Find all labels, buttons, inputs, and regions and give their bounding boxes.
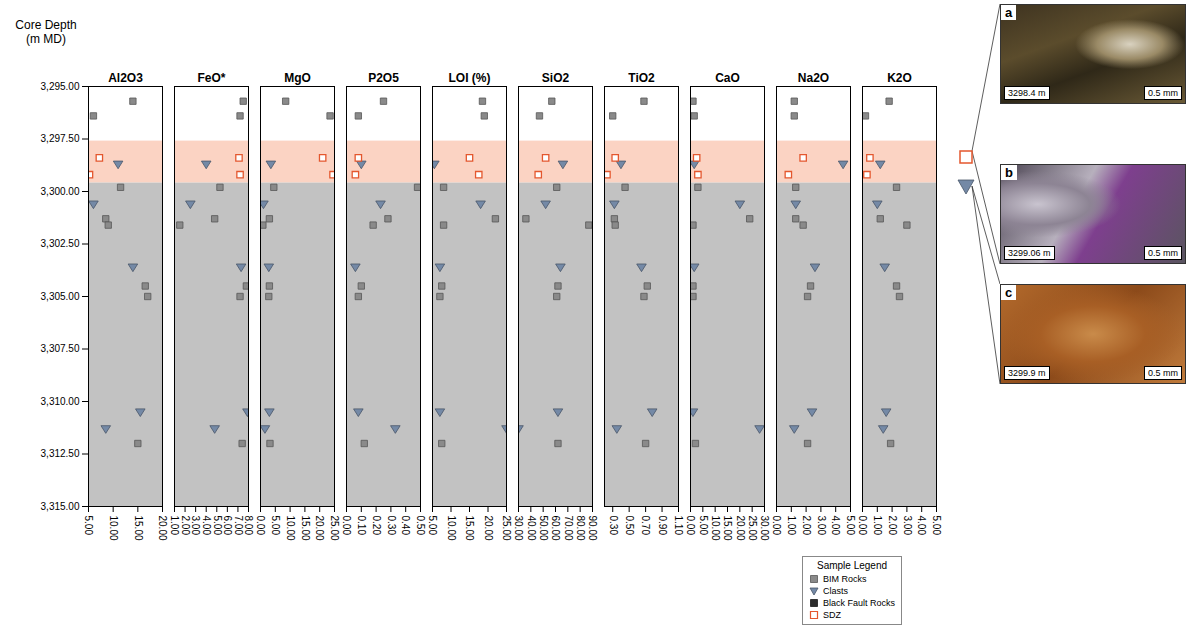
html-text:c: c [1005, 285, 1013, 300]
svg-text:K2O: K2O [887, 71, 912, 85]
svg-text:5.00: 5.00 [427, 516, 438, 536]
svg-text:20.00: 20.00 [483, 516, 494, 541]
svg-text:60.00: 60.00 [550, 516, 561, 541]
svg-text:0.20: 0.20 [371, 516, 382, 536]
svg-text:0.30: 0.30 [608, 516, 619, 536]
svg-text:10.00: 10.00 [108, 516, 119, 541]
svg-text:5.00: 5.00 [931, 516, 942, 536]
svg-text:Al2O3: Al2O3 [108, 71, 143, 85]
svg-text:FeO*: FeO* [197, 71, 225, 85]
svg-text:2.00: 2.00 [180, 516, 191, 536]
svg-text:0.10: 0.10 [356, 516, 367, 536]
html-text:SDZ: SDZ [823, 610, 841, 620]
svg-text:3,295.00: 3,295.00 [41, 81, 80, 92]
svg-text:5.00: 5.00 [270, 516, 281, 536]
svg-text:6.00: 6.00 [222, 516, 233, 536]
svg-text:P2O5: P2O5 [368, 71, 399, 85]
svg-text:4.00: 4.00 [917, 516, 928, 536]
svg-text:10.00: 10.00 [446, 516, 457, 541]
svg-text:30.00: 30.00 [513, 516, 524, 541]
svg-text:8.00: 8.00 [243, 516, 254, 536]
svg-text:CaO: CaO [715, 71, 740, 85]
svg-text:7.00: 7.00 [233, 516, 244, 536]
svg-text:50.00: 50.00 [538, 516, 549, 541]
svg-text:5.00: 5.00 [212, 516, 223, 536]
svg-text:80.00: 80.00 [575, 516, 586, 541]
svg-text:3.00: 3.00 [190, 516, 201, 536]
svg-text:3,305.00: 3,305.00 [41, 291, 80, 302]
svg-text:20.00: 20.00 [157, 516, 168, 541]
svg-text:0.50: 0.50 [624, 516, 635, 536]
svg-text:1.10: 1.10 [673, 516, 684, 536]
html-text:0.5 mm: 0.5 mm [1148, 368, 1178, 378]
svg-text:15.00: 15.00 [133, 516, 144, 541]
svg-text:0.00: 0.00 [341, 516, 352, 536]
svg-text:1.00: 1.00 [786, 516, 797, 536]
svg-text:0.50: 0.50 [415, 516, 426, 536]
svg-text:2.00: 2.00 [887, 516, 898, 536]
svg-text:2.00: 2.00 [801, 516, 812, 536]
svg-text:3,310.00: 3,310.00 [41, 396, 80, 407]
svg-text:70.00: 70.00 [563, 516, 574, 541]
html-text:Sample Legend: Sample Legend [817, 560, 887, 571]
svg-text:TiO2: TiO2 [628, 71, 655, 85]
html-text:3299.9 m: 3299.9 m [1008, 368, 1046, 378]
html-text:0.5 mm: 0.5 mm [1148, 88, 1178, 98]
html-text:0.5 mm: 0.5 mm [1148, 248, 1178, 258]
svg-text:90.00: 90.00 [587, 516, 598, 541]
svg-text:25.00: 25.00 [501, 516, 512, 541]
svg-text:3,302.50: 3,302.50 [41, 238, 80, 249]
svg-text:0.00: 0.00 [255, 516, 266, 536]
svg-text:Na2O: Na2O [798, 71, 829, 85]
svg-text:SiO2: SiO2 [542, 71, 570, 85]
svg-text:5.00: 5.00 [845, 516, 856, 536]
svg-text:1.00: 1.00 [169, 516, 180, 536]
svg-text:20.00: 20.00 [735, 516, 746, 541]
svg-text:25.00: 25.00 [747, 516, 758, 541]
svg-text:0.00: 0.00 [857, 516, 868, 536]
svg-text:20.00: 20.00 [315, 516, 326, 541]
svg-text:3,312.50: 3,312.50 [41, 448, 80, 459]
svg-text:3.00: 3.00 [902, 516, 913, 536]
svg-text:LOI (%): LOI (%) [449, 71, 491, 85]
html-text:Core Depth (m MD): Core Depth (m MD) [15, 18, 77, 46]
svg-text:3,315.00: 3,315.00 [41, 501, 80, 512]
svg-text:MgO: MgO [284, 71, 311, 85]
svg-text:3,297.50: 3,297.50 [41, 133, 80, 144]
svg-text:5.00: 5.00 [83, 516, 94, 536]
svg-text:0.00: 0.00 [771, 516, 782, 536]
svg-text:4.00: 4.00 [831, 516, 842, 536]
svg-text:3.00: 3.00 [816, 516, 827, 536]
svg-text:5.00: 5.00 [698, 516, 709, 536]
svg-text:30.00: 30.00 [759, 516, 770, 541]
html-text:Black Fault Rocks: Black Fault Rocks [823, 598, 895, 608]
svg-text:0.90: 0.90 [657, 516, 668, 536]
svg-text:3,300.00: 3,300.00 [41, 186, 80, 197]
html-text:BIM Rocks: BIM Rocks [823, 574, 867, 584]
svg-text:15.00: 15.00 [722, 516, 733, 541]
svg-text:0.70: 0.70 [640, 516, 651, 536]
svg-text:4.00: 4.00 [201, 516, 212, 536]
svg-text:1.00: 1.00 [872, 516, 883, 536]
svg-text:10.00: 10.00 [710, 516, 721, 541]
html-text:a: a [1005, 5, 1013, 20]
svg-text:15.00: 15.00 [464, 516, 475, 541]
svg-text:3,307.50: 3,307.50 [41, 343, 80, 354]
svg-text:0.30: 0.30 [386, 516, 397, 536]
svg-text:15.00: 15.00 [300, 516, 311, 541]
html-text:3299.06 m: 3299.06 m [1008, 248, 1051, 258]
svg-text:0.00: 0.00 [685, 516, 696, 536]
svg-text:0.40: 0.40 [401, 516, 412, 536]
html-text:Clasts: Clasts [823, 586, 848, 596]
html-text:3298.4 m: 3298.4 m [1008, 88, 1046, 98]
svg-text:10.00: 10.00 [285, 516, 296, 541]
svg-text:40.00: 40.00 [526, 516, 537, 541]
html-text:b: b [1005, 165, 1013, 180]
svg-text:25.00: 25.00 [329, 516, 340, 541]
